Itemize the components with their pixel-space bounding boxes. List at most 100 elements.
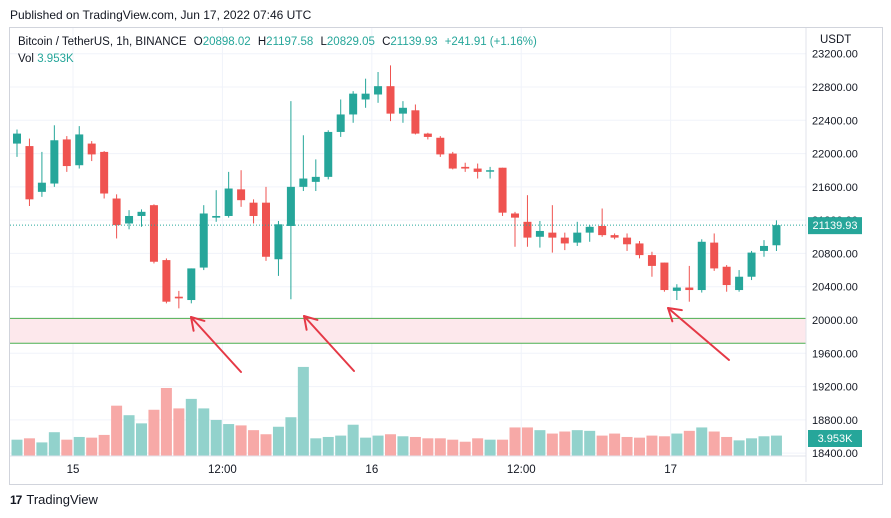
volume-bar bbox=[546, 433, 558, 456]
volume-bar bbox=[285, 417, 297, 456]
candle-body[interactable] bbox=[274, 224, 283, 260]
candle-body[interactable] bbox=[125, 215, 134, 224]
candle-body[interactable] bbox=[423, 133, 432, 137]
candle-body[interactable] bbox=[760, 245, 768, 251]
candle-body[interactable] bbox=[311, 176, 320, 182]
candle-body[interactable] bbox=[13, 133, 21, 144]
volume-value: 3.953K bbox=[37, 53, 74, 65]
candle-body[interactable] bbox=[710, 242, 719, 269]
candle-body[interactable] bbox=[560, 237, 569, 244]
volume-bar bbox=[223, 424, 235, 456]
candle-body[interactable] bbox=[37, 182, 46, 192]
candle-body[interactable] bbox=[623, 237, 632, 245]
candle-body[interactable] bbox=[262, 202, 270, 257]
candle-body[interactable] bbox=[237, 189, 246, 201]
candle-body[interactable] bbox=[685, 287, 694, 291]
candle-body[interactable] bbox=[398, 107, 407, 114]
time-tick-label: 12:00 bbox=[507, 464, 536, 476]
candle-body[interactable] bbox=[660, 262, 669, 291]
currency-label[interactable]: USDT bbox=[820, 34, 852, 46]
annotation-arrow-shaft bbox=[303, 315, 355, 372]
volume-bar bbox=[534, 430, 546, 456]
candle-body[interactable] bbox=[100, 151, 109, 194]
candle-body[interactable] bbox=[610, 235, 619, 238]
volume-bar bbox=[596, 435, 608, 456]
candle-body[interactable] bbox=[25, 146, 34, 200]
candle-body[interactable] bbox=[411, 110, 420, 134]
volume-bar bbox=[559, 431, 571, 456]
candle-body[interactable] bbox=[286, 186, 295, 226]
volume-label[interactable]: Vol bbox=[18, 53, 34, 65]
volume-bar bbox=[48, 432, 60, 456]
candle-body[interactable] bbox=[461, 166, 470, 169]
volume-bar bbox=[235, 425, 247, 456]
candle-body[interactable] bbox=[436, 137, 445, 155]
candle-body[interactable] bbox=[548, 232, 557, 238]
symbol-label[interactable]: Bitcoin / TetherUS, 1h, BINANCE bbox=[18, 36, 187, 48]
volume-bar bbox=[634, 437, 645, 456]
candle-body[interactable] bbox=[697, 241, 706, 291]
open-label: O bbox=[193, 36, 203, 48]
candle-body[interactable] bbox=[772, 225, 781, 246]
candle-body[interactable] bbox=[187, 268, 196, 301]
candle-body[interactable] bbox=[647, 255, 656, 266]
candle-body[interactable] bbox=[112, 198, 121, 226]
candle-body[interactable] bbox=[249, 202, 258, 216]
footer-branding: 17 TradingView bbox=[10, 492, 98, 507]
candle-body[interactable] bbox=[473, 168, 482, 172]
candle-body[interactable] bbox=[486, 170, 495, 172]
candle-body[interactable] bbox=[50, 140, 59, 184]
candle-body[interactable] bbox=[324, 131, 333, 177]
support-zone[interactable] bbox=[10, 318, 806, 344]
volume-bar bbox=[571, 430, 583, 456]
volume-bar bbox=[671, 433, 683, 456]
candle-body[interactable] bbox=[598, 225, 607, 236]
candle-body[interactable] bbox=[573, 232, 582, 243]
current-price-badge bbox=[808, 217, 862, 235]
candle-body[interactable] bbox=[722, 266, 731, 286]
candle-body[interactable] bbox=[149, 205, 158, 262]
candle-body[interactable] bbox=[87, 143, 96, 155]
volume-bar bbox=[198, 408, 210, 456]
candle-body[interactable] bbox=[735, 276, 744, 291]
volume-bar bbox=[521, 427, 533, 456]
annotation-arrow-shaft bbox=[190, 316, 242, 373]
candle-body[interactable] bbox=[299, 178, 308, 187]
volume-bar bbox=[210, 419, 222, 456]
candle-body[interactable] bbox=[361, 93, 370, 100]
candle-body[interactable] bbox=[212, 215, 221, 218]
candle-body[interactable] bbox=[137, 211, 146, 216]
candle-body[interactable] bbox=[585, 226, 594, 233]
candle-body[interactable] bbox=[174, 296, 183, 299]
candle-body[interactable] bbox=[498, 167, 507, 213]
volume-bar bbox=[322, 436, 334, 456]
candle-body[interactable] bbox=[672, 287, 681, 291]
candle-body[interactable] bbox=[523, 221, 532, 238]
price-tick-label: 19200.00 bbox=[812, 382, 858, 394]
tradingview-logo-icon: 17 bbox=[10, 492, 22, 507]
volume-bar bbox=[422, 438, 434, 456]
volume-bar bbox=[272, 426, 284, 456]
volume-bar bbox=[385, 434, 396, 456]
candle-body[interactable] bbox=[224, 188, 233, 216]
time-tick-label: 15 bbox=[67, 464, 80, 476]
volume-bar bbox=[484, 439, 496, 456]
candle-body[interactable] bbox=[199, 213, 208, 268]
volume-bar bbox=[758, 436, 770, 456]
candle-body[interactable] bbox=[635, 243, 644, 256]
candle-body[interactable] bbox=[511, 213, 519, 218]
open-value: 20898.02 bbox=[202, 36, 251, 48]
candle-body[interactable] bbox=[386, 86, 395, 114]
candle-body[interactable] bbox=[448, 153, 457, 169]
volume-bar bbox=[472, 438, 484, 456]
candle-body[interactable] bbox=[336, 114, 345, 132]
candle-body[interactable] bbox=[75, 134, 84, 166]
candle-body[interactable] bbox=[62, 139, 71, 167]
candle-body[interactable] bbox=[535, 230, 544, 237]
volume-bar bbox=[185, 398, 197, 456]
candle-body[interactable] bbox=[747, 252, 756, 277]
candle-body[interactable] bbox=[162, 260, 171, 302]
candle-body[interactable] bbox=[374, 86, 383, 95]
candle-body[interactable] bbox=[349, 93, 358, 115]
